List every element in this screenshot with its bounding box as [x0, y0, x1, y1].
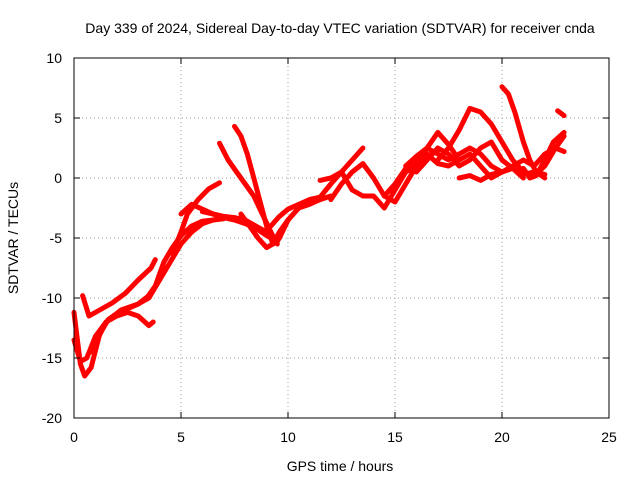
- series-arc18: [435, 105, 567, 179]
- series-arc3: [80, 257, 158, 319]
- series-arc11: [238, 211, 291, 251]
- x-tick-label: 5: [177, 429, 185, 445]
- y-tick-label: 10: [46, 50, 62, 66]
- series-layer: [71, 84, 567, 379]
- y-tick-label: -15: [42, 350, 62, 366]
- series-arc14: [328, 129, 462, 205]
- x-axis-label: GPS time / hours: [287, 458, 394, 474]
- series-arc22: [555, 108, 567, 119]
- chart-title: Day 339 of 2024, Sidereal Day-to-day VTE…: [85, 20, 595, 36]
- x-tick-label: 0: [70, 429, 78, 445]
- x-tick-label: 20: [494, 429, 510, 445]
- x-tick-label: 10: [280, 429, 296, 445]
- grid: [74, 58, 609, 418]
- x-tick-label: 25: [601, 429, 617, 445]
- y-tick-label: -10: [42, 290, 62, 306]
- series-arc12: [268, 145, 366, 229]
- y-tick-label: 5: [54, 110, 62, 126]
- y-axis-label: SDTVAR / TECUs: [5, 182, 21, 294]
- y-tick-label: -20: [42, 410, 62, 426]
- y-tick-label: -5: [50, 230, 63, 246]
- series-arc21: [520, 129, 567, 181]
- axis-ticks: 0 5 10 15 20 25 -20 -15 -10 -5 0 5 10: [42, 50, 617, 445]
- x-tick-label: 15: [387, 429, 403, 445]
- series-arc2: [71, 309, 156, 365]
- y-tick-label: 0: [54, 170, 62, 186]
